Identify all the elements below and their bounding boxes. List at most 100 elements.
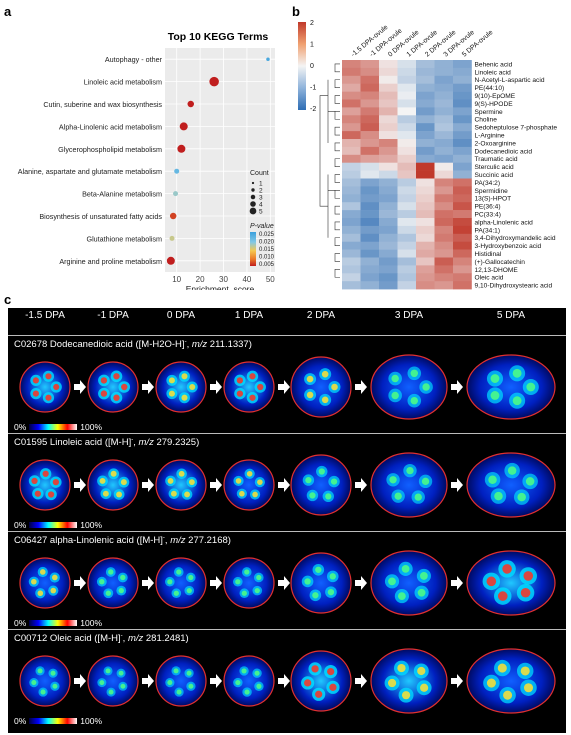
signal-core — [100, 377, 108, 384]
row-label: Sedoheptulose 7-phosphate — [475, 125, 558, 132]
signal-core — [188, 574, 194, 581]
heatmap-cell — [416, 218, 435, 227]
signal-core — [497, 591, 508, 601]
row-dendrogram — [319, 63, 340, 278]
data-point — [169, 235, 175, 241]
row-divider — [8, 629, 566, 630]
signal-core — [239, 490, 245, 497]
x-tick-label: 10 — [172, 275, 181, 284]
row-label: PE(36:4) — [475, 204, 501, 211]
heatmap-cell — [397, 154, 417, 163]
heatmap-cell — [342, 154, 361, 163]
arrow-icon — [142, 380, 154, 394]
signal-core — [414, 493, 422, 501]
heatmap-cell — [379, 218, 398, 227]
y-tick-label: Arginine and proline metabolism — [59, 257, 162, 266]
heatmap-cell — [342, 67, 361, 77]
heatmap-cell — [434, 99, 454, 108]
signal-core — [32, 390, 39, 397]
colorbar-tick: 0 — [310, 63, 314, 70]
signal-core — [168, 377, 175, 384]
signal-core — [494, 491, 503, 501]
signal-core — [167, 680, 173, 686]
colorbar-tick: -2 — [310, 106, 316, 113]
heatmap-cell — [397, 107, 417, 116]
signal-core — [490, 391, 500, 400]
row-label: PE(44:10) — [475, 85, 505, 92]
heatmap-cell — [416, 131, 435, 140]
heatmap-cell — [453, 115, 472, 124]
mz-label: m/z — [138, 437, 154, 449]
arrow-icon — [142, 576, 154, 590]
row-label: Oleic acid — [475, 275, 504, 282]
legend-p-tick: 0.020 — [259, 240, 275, 246]
heatmap-cell — [379, 170, 398, 179]
ovule-section — [155, 361, 207, 413]
heatmap-cell — [453, 162, 472, 171]
heatmap-cell — [342, 202, 361, 211]
heatmap-cell — [434, 218, 454, 227]
heatmap-cell — [434, 186, 454, 195]
signal-core — [241, 668, 247, 674]
signal-core — [113, 394, 120, 401]
row-label: 12,13-DHOME — [475, 267, 519, 274]
ovule-section — [290, 356, 352, 418]
heatmap-cell — [453, 83, 472, 92]
signal-core — [52, 479, 60, 486]
signal-core — [236, 390, 244, 397]
heatmap-cell — [416, 146, 435, 156]
signal-core — [181, 373, 188, 380]
heatmap-cell — [360, 186, 380, 195]
heatmap-cell — [360, 154, 380, 163]
mz-label: m/z — [127, 633, 144, 645]
intensity-colorbar: 0% 100% — [14, 716, 102, 726]
signal-core — [254, 670, 260, 676]
heatmap-cell — [434, 170, 454, 179]
colorbar-max: 100% — [80, 716, 103, 726]
signal-core — [168, 390, 175, 397]
heatmap-cell — [434, 233, 454, 242]
heatmap-cell — [379, 99, 398, 108]
signal-core — [304, 679, 312, 687]
heatmap-cell — [397, 241, 417, 250]
signal-core — [110, 470, 117, 477]
signal-core — [178, 470, 185, 477]
heatmap-cell — [342, 273, 361, 282]
heatmap-cell — [397, 123, 417, 132]
panel-c: c -1.5 DPA -1 DPA 0 DPA 1 DPA 2 DPA 3 DPA 5 DP… — [0, 292, 571, 735]
signal-core — [325, 493, 332, 500]
signal-core — [391, 391, 399, 400]
arrow-icon — [210, 674, 222, 688]
heatmap-cell — [360, 225, 380, 235]
heatmap-cell — [342, 265, 361, 274]
legend-p-tick: 0.010 — [259, 255, 275, 261]
row-label: PA(34:2) — [475, 180, 501, 187]
colorbar-max: 100% — [80, 422, 103, 432]
signal-core — [113, 373, 120, 380]
data-point — [209, 76, 219, 87]
heatmap-cell — [342, 281, 361, 290]
heatmap-cell — [379, 281, 398, 290]
heatmap-colorbar — [298, 22, 306, 110]
signal-core — [116, 491, 123, 498]
heatmap-cell — [342, 194, 361, 203]
signal-core — [186, 587, 192, 594]
heatmap-cell — [453, 67, 472, 77]
heatmap-cell — [453, 281, 472, 290]
colorbar-max: 100% — [80, 520, 103, 530]
panel-b: b Behenic acid Linoleic acid N-Acetyl-L-as… — [290, 0, 571, 290]
heatmap-cell — [453, 99, 472, 108]
signal-core — [329, 573, 336, 580]
ion-charge: - — [120, 633, 123, 639]
arrow-icon — [451, 674, 463, 688]
y-tick-label: Alanine, aspartate and glutamate metabol… — [18, 167, 162, 176]
heatmap-cell — [453, 178, 472, 187]
heatmap-cell — [360, 233, 380, 242]
arrow-icon — [74, 478, 86, 492]
ion-title: C02678 Dodecanedioic acid ([M-H2O-H]-, m… — [14, 339, 252, 350]
legend-count-label: 3 — [259, 195, 263, 202]
signal-core — [176, 689, 182, 695]
panel-b-letter: b — [292, 4, 300, 19]
signal-core — [167, 579, 173, 585]
ion-name: Linoleic acid ([M-H] — [49, 437, 132, 449]
